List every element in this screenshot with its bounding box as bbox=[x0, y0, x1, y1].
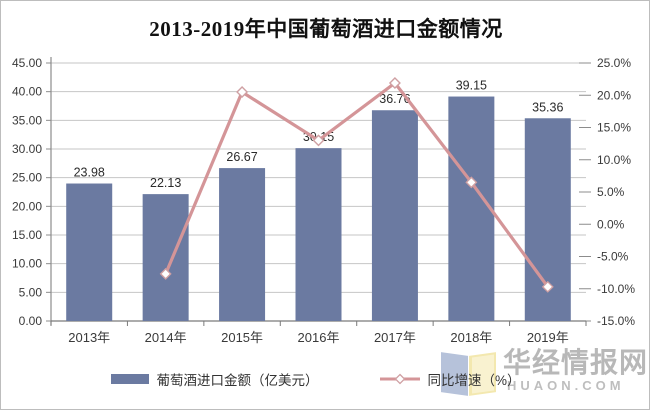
y-axis-label-left: 30.00 bbox=[12, 142, 42, 156]
growth-line-marker bbox=[312, 134, 325, 147]
x-axis-label: 2014年 bbox=[145, 330, 187, 345]
x-axis-label: 2015年 bbox=[221, 330, 263, 345]
y-axis-label-left: 20.00 bbox=[12, 199, 42, 213]
y-axis-label-right: 20.0% bbox=[597, 88, 631, 102]
y-axis-label-right: 5.0% bbox=[597, 185, 625, 199]
y-axis-label-right: 15.0% bbox=[597, 121, 631, 135]
y-axis-label-right: 25.0% bbox=[597, 56, 631, 70]
x-axis-label: 2018年 bbox=[450, 330, 492, 345]
y-axis-label-left: 45.00 bbox=[12, 56, 42, 70]
bar-value-label: 23.98 bbox=[74, 166, 105, 180]
import-amount-bar bbox=[295, 148, 342, 321]
y-axis-label-right: -15.0% bbox=[597, 314, 635, 328]
x-axis-label: 2016年 bbox=[298, 330, 340, 345]
legend-item-import-amount: 葡萄酒进口金额（亿美元） bbox=[111, 369, 318, 389]
import-amount-bar bbox=[66, 183, 113, 321]
x-axis-label: 2017年 bbox=[374, 330, 416, 345]
y-axis-label-left: 0.00 bbox=[19, 314, 43, 328]
chart-legend: 葡萄酒进口金额（亿美元） 同比增速（%） bbox=[1, 369, 631, 389]
line-series-swatch-icon bbox=[380, 373, 421, 385]
y-axis-label-left: 15.00 bbox=[12, 228, 42, 242]
import-amount-bar bbox=[219, 168, 266, 321]
import-amount-bar bbox=[371, 110, 418, 321]
y-axis-label-left: 5.00 bbox=[19, 285, 43, 299]
y-axis-label-left: 40.00 bbox=[12, 85, 42, 99]
y-axis-label-right: 0.0% bbox=[597, 217, 625, 231]
growth-line-marker bbox=[541, 280, 554, 293]
y-axis-label-right: 10.0% bbox=[597, 153, 631, 167]
chart-title: 2013-2019年中国葡萄酒进口金额情况 bbox=[149, 17, 503, 41]
legend-line-label: 同比增速（%） bbox=[427, 373, 521, 388]
import-amount-bar bbox=[142, 194, 189, 321]
bar-series-swatch-icon bbox=[111, 374, 150, 384]
import-amount-bar bbox=[448, 96, 495, 321]
bar-value-label: 22.13 bbox=[150, 176, 181, 190]
bar-value-label: 35.36 bbox=[532, 100, 563, 114]
growth-line-marker bbox=[236, 86, 249, 99]
x-axis-label: 2019年 bbox=[527, 330, 569, 345]
growth-line-marker bbox=[388, 77, 401, 89]
growth-line-marker bbox=[465, 176, 478, 189]
y-axis-label-right: -10.0% bbox=[597, 282, 635, 296]
x-axis-label: 2013年 bbox=[68, 330, 110, 345]
legend-item-growth-rate: 同比增速（%） bbox=[380, 369, 521, 389]
bar-value-label: 39.15 bbox=[456, 79, 487, 93]
y-axis-label-right: -5.0% bbox=[597, 250, 629, 264]
growth-rate-line bbox=[164, 81, 550, 288]
y-axis-label-left: 25.00 bbox=[12, 171, 42, 185]
growth-line-marker bbox=[159, 267, 172, 280]
bar-value-label: 26.67 bbox=[226, 150, 257, 164]
y-axis-label-left: 35.00 bbox=[12, 113, 42, 127]
legend-bar-label: 葡萄酒进口金额（亿美元） bbox=[156, 373, 319, 388]
y-axis-label-left: 10.00 bbox=[12, 257, 42, 271]
